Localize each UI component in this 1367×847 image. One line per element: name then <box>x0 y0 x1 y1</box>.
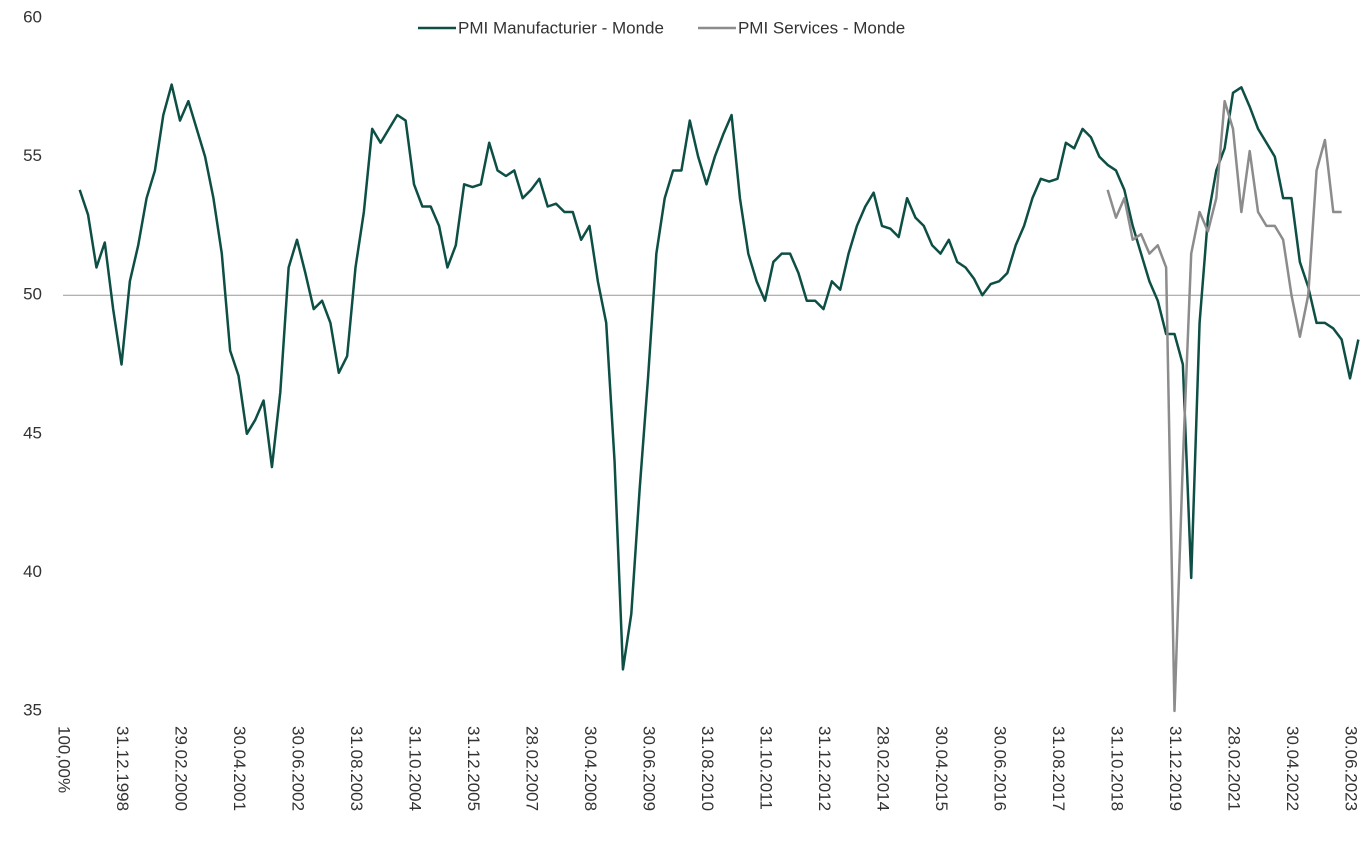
y-tick-label: 40 <box>23 562 42 581</box>
legend-label: PMI Services - Monde <box>738 18 905 37</box>
series-line <box>1106 99 1342 713</box>
x-tick-label: 30.04.2015 <box>932 726 951 811</box>
x-tick-label: 31.10.2018 <box>1108 726 1127 811</box>
x-tick-label: 30.06.2023 <box>1342 726 1361 811</box>
x-tick-label: 31.12.2012 <box>815 726 834 811</box>
x-tick-label: 31.08.2003 <box>347 726 366 811</box>
legend-item: PMI Manufacturier - Monde <box>418 18 664 37</box>
x-tick-label: 31.08.2010 <box>698 726 717 811</box>
y-tick-label: 45 <box>23 423 42 442</box>
series-line <box>78 83 1360 671</box>
x-tick-label: 100,00% <box>55 726 74 793</box>
x-tick-label: 30.04.2001 <box>230 726 249 811</box>
y-tick-label: 35 <box>23 700 42 719</box>
y-tick-label: 60 <box>23 7 42 26</box>
x-tick-label: 29.02.2000 <box>172 726 191 811</box>
x-tick-label: 31.10.2004 <box>406 726 425 811</box>
x-tick-label: 30.04.2022 <box>1283 726 1302 811</box>
x-tick-label: 31.10.2011 <box>757 726 776 810</box>
x-tick-label: 31.12.2005 <box>464 726 483 811</box>
x-tick-label: 30.06.2009 <box>640 726 659 811</box>
legend-label: PMI Manufacturier - Monde <box>458 18 664 37</box>
x-tick-label: 31.08.2017 <box>1049 726 1068 811</box>
y-tick-label: 55 <box>23 146 42 165</box>
legend-item: PMI Services - Monde <box>697 18 905 37</box>
x-tick-label: 30.06.2016 <box>991 726 1010 811</box>
y-tick-label: 50 <box>23 285 42 304</box>
x-tick-label: 28.02.2014 <box>874 726 893 811</box>
x-tick-label: 30.06.2002 <box>289 726 308 811</box>
x-tick-label: 31.12.2019 <box>1166 726 1185 811</box>
x-tick-label: 28.02.2021 <box>1225 726 1244 811</box>
x-tick-label: 31.12.1998 <box>113 726 132 811</box>
x-tick-label: 30.04.2008 <box>581 726 600 811</box>
x-tick-label: 28.02.2007 <box>523 726 542 811</box>
